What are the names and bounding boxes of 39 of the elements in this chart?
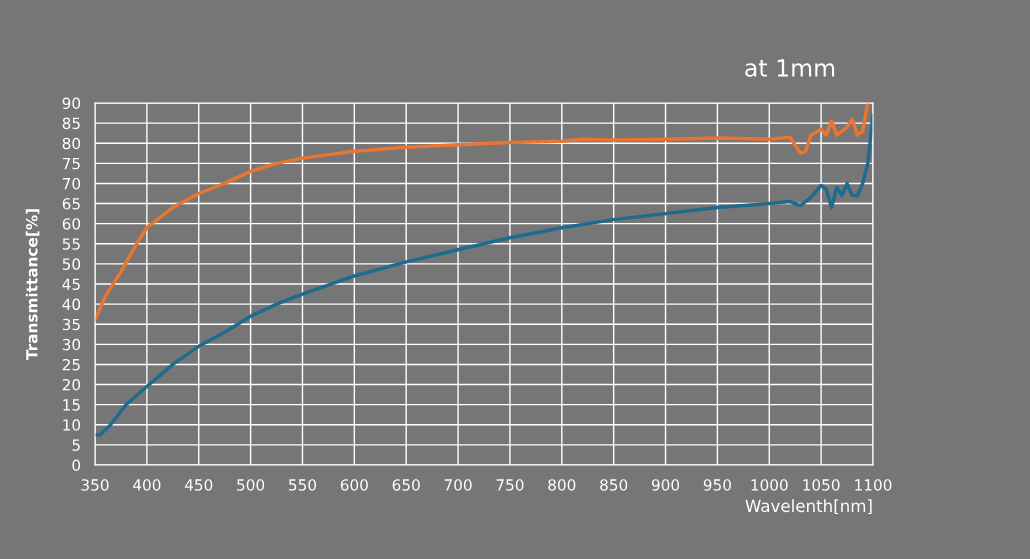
y-tick-label: 60 <box>62 218 81 230</box>
x-tick-label: 400 <box>133 479 161 491</box>
y-tick-label: 50 <box>62 258 81 270</box>
y-tick-label: 45 <box>62 278 80 291</box>
line-series <box>95 113 873 437</box>
y-tick-label: 25 <box>62 358 80 371</box>
x-tick-label: 1050 <box>803 479 840 491</box>
y-tick-label: 20 <box>62 379 81 391</box>
y-tick-label: 40 <box>62 298 81 311</box>
x-axis-title: Wavelenth[nm] <box>745 499 872 515</box>
x-tick-label: 900 <box>651 479 680 491</box>
y-tick-label: 75 <box>62 158 80 170</box>
y-tick-label: 5 <box>72 439 80 451</box>
x-tick-label: 350 <box>81 479 109 491</box>
x-tick-label: 550 <box>289 479 317 491</box>
x-tick-label: 650 <box>392 479 420 491</box>
y-axis-title: Transmittance[%] <box>25 209 40 361</box>
y-tick-label: 65 <box>62 198 80 210</box>
x-tick-label: 450 <box>184 479 213 491</box>
x-tick-label: 600 <box>340 479 368 491</box>
x-tick-label: 500 <box>237 479 265 491</box>
y-tick-label: 90 <box>62 97 81 110</box>
y-tick-label: 10 <box>63 419 81 431</box>
x-tick-label: 950 <box>703 479 731 491</box>
y-tick-label: 70 <box>62 177 81 190</box>
y-tick-label: 85 <box>62 117 80 130</box>
x-tick-label: 1000 <box>751 479 788 491</box>
y-tick-label: 15 <box>63 399 80 411</box>
y-tick-label: 55 <box>62 238 80 250</box>
y-tick-label: 35 <box>62 318 80 331</box>
x-tick-label: 750 <box>496 479 524 491</box>
x-tick-label: 1100 <box>855 479 892 491</box>
y-tick-label: 0 <box>72 459 81 472</box>
x-tick-label: 700 <box>444 479 472 491</box>
chart-title: at 1mm <box>745 59 835 77</box>
y-tick-label: 30 <box>62 338 81 351</box>
y-tick-label: 80 <box>62 137 81 150</box>
x-tick-label: 800 <box>548 479 576 491</box>
x-tick-label: 850 <box>600 479 628 491</box>
